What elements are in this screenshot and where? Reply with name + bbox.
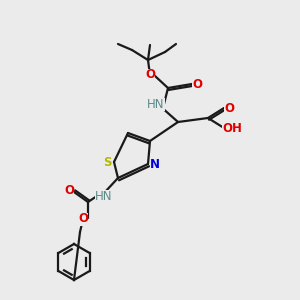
Text: HN: HN	[147, 98, 165, 110]
Text: N: N	[150, 158, 160, 170]
Text: HN: HN	[95, 190, 113, 202]
Text: O: O	[145, 68, 155, 82]
Text: O: O	[192, 77, 202, 91]
Text: O: O	[224, 101, 234, 115]
Text: OH: OH	[222, 122, 242, 134]
Text: O: O	[64, 184, 74, 197]
Text: O: O	[78, 212, 88, 226]
Text: S: S	[103, 155, 111, 169]
